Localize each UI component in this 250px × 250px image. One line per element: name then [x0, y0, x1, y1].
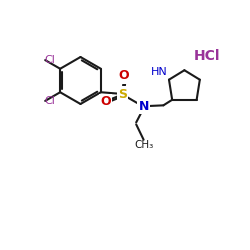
Text: HCl: HCl: [193, 49, 220, 63]
Text: N: N: [138, 100, 149, 113]
Text: O: O: [118, 70, 129, 82]
Text: HN: HN: [151, 67, 168, 77]
Text: O: O: [100, 95, 110, 108]
Text: Cl: Cl: [44, 55, 55, 65]
Text: S: S: [118, 88, 127, 101]
Text: CH₃: CH₃: [134, 140, 153, 150]
Text: Cl: Cl: [44, 96, 55, 106]
